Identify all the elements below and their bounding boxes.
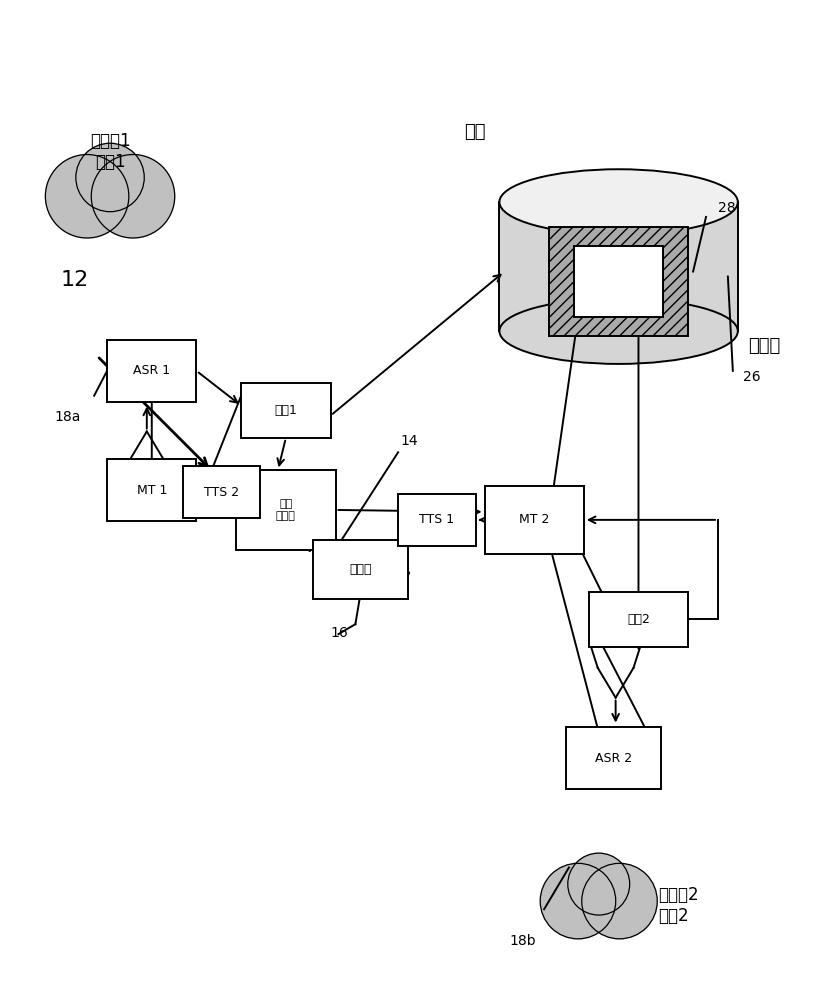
- Text: TTS 2: TTS 2: [204, 486, 239, 499]
- FancyBboxPatch shape: [398, 494, 476, 546]
- FancyBboxPatch shape: [236, 470, 335, 550]
- Ellipse shape: [500, 169, 738, 235]
- FancyBboxPatch shape: [549, 227, 688, 336]
- FancyBboxPatch shape: [485, 486, 584, 554]
- FancyBboxPatch shape: [183, 466, 260, 518]
- Circle shape: [92, 155, 175, 238]
- Text: ASR 2: ASR 2: [595, 752, 632, 765]
- Ellipse shape: [500, 298, 738, 364]
- Text: 讲话者2
语言2: 讲话者2 语言2: [658, 886, 699, 925]
- FancyBboxPatch shape: [107, 340, 197, 402]
- FancyBboxPatch shape: [107, 459, 197, 521]
- Text: 18a: 18a: [55, 410, 81, 424]
- Text: 信息2: 信息2: [627, 613, 650, 626]
- Text: 12: 12: [60, 270, 88, 290]
- Text: 信息1: 信息1: [274, 404, 297, 417]
- Text: 14: 14: [400, 434, 418, 448]
- FancyBboxPatch shape: [567, 727, 661, 789]
- Text: 26: 26: [743, 370, 761, 384]
- FancyBboxPatch shape: [574, 246, 663, 317]
- Text: 扬声器: 扬声器: [349, 563, 372, 576]
- Text: MT 1: MT 1: [136, 484, 167, 497]
- Circle shape: [582, 863, 657, 939]
- Text: 28: 28: [718, 201, 736, 215]
- Text: ASR 1: ASR 1: [133, 364, 170, 377]
- Bar: [500, 202, 738, 331]
- Text: 文本
显示器: 文本 显示器: [276, 499, 296, 521]
- Text: MT 2: MT 2: [519, 513, 549, 526]
- Circle shape: [567, 853, 629, 915]
- Circle shape: [76, 143, 145, 212]
- FancyBboxPatch shape: [589, 592, 688, 647]
- FancyBboxPatch shape: [241, 383, 330, 438]
- Circle shape: [45, 155, 129, 238]
- Circle shape: [540, 863, 615, 939]
- Text: 16: 16: [330, 626, 349, 640]
- Text: 表格: 表格: [464, 123, 486, 141]
- Text: 数据库: 数据库: [748, 337, 780, 355]
- Text: 18b: 18b: [510, 934, 536, 948]
- FancyBboxPatch shape: [313, 540, 407, 599]
- Text: TTS 1: TTS 1: [420, 513, 454, 526]
- Text: 讲话者1
语言1: 讲话者1 语言1: [90, 132, 131, 171]
